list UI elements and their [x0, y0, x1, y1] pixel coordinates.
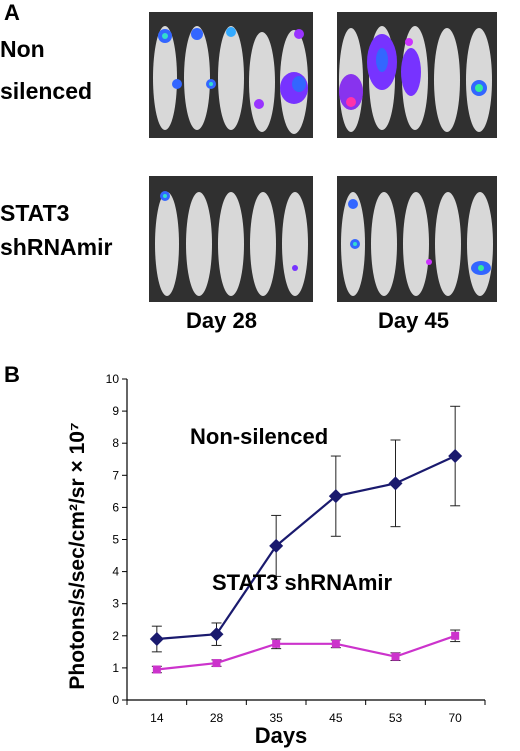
- data-point-diamond: [328, 489, 343, 504]
- data-point-square: [391, 652, 400, 661]
- series-line: [156, 634, 456, 671]
- y-tick-label: 0: [112, 693, 119, 707]
- data-point-square: [331, 639, 340, 648]
- row-label-non-silenced: Non silenced: [0, 34, 92, 106]
- y-tick-label: 3: [112, 597, 119, 611]
- x-tick-label: 70: [448, 711, 462, 725]
- x-tick-label: 45: [329, 711, 343, 725]
- data-point-diamond: [388, 476, 403, 491]
- data-point-square: [152, 665, 161, 674]
- data-point-diamond: [149, 632, 164, 647]
- x-tick-label: 14: [150, 711, 164, 725]
- y-axis-label: Photons/s/sec/cm²/sr × 10⁷: [66, 422, 89, 689]
- x-axis-label: Days: [255, 723, 308, 748]
- data-point-diamond: [209, 627, 224, 642]
- row-label-line: Non: [0, 36, 45, 62]
- y-tick-label: 1: [112, 661, 119, 675]
- data-point-square: [212, 659, 221, 668]
- day-label-45: Day 45: [378, 308, 449, 333]
- y-tick-label: 10: [106, 372, 120, 386]
- series-line: [156, 455, 456, 641]
- mouse-image-nonsilenced-day28: [149, 12, 313, 138]
- mouse-image-nonsilenced-day45: [337, 12, 497, 138]
- y-tick-label: 7: [112, 468, 119, 482]
- y-tick-label: 5: [112, 533, 119, 547]
- y-tick-label: 4: [112, 565, 119, 579]
- x-tick-label: 53: [389, 711, 403, 725]
- y-tick-label: 6: [112, 500, 119, 514]
- series-label-non-silenced: Non-silenced: [190, 424, 328, 449]
- y-tick-label: 8: [112, 436, 119, 450]
- data-point-square: [272, 639, 281, 648]
- day-label-28: Day 28: [186, 308, 257, 333]
- y-tick-label: 2: [112, 629, 119, 643]
- y-tick-label: 9: [112, 404, 119, 418]
- panel-a-letter: A: [4, 0, 20, 25]
- panel-b-letter: B: [4, 362, 20, 387]
- series-label-stat3: STAT3 shRNAmir: [212, 570, 393, 595]
- row-label-line: shRNAmir: [0, 234, 113, 260]
- data-point-diamond: [448, 449, 463, 464]
- x-tick-label: 35: [269, 711, 283, 725]
- mouse-image-stat3-day45: [337, 176, 497, 302]
- data-point-diamond: [269, 538, 284, 553]
- row-label-line: silenced: [0, 78, 93, 104]
- x-tick-label: 28: [210, 711, 224, 725]
- row-label-stat3: STAT3 shRNAmir: [0, 198, 112, 262]
- mouse-image-stat3-day28: [149, 176, 313, 302]
- data-point-square: [451, 631, 460, 640]
- row-label-line: STAT3: [0, 200, 70, 226]
